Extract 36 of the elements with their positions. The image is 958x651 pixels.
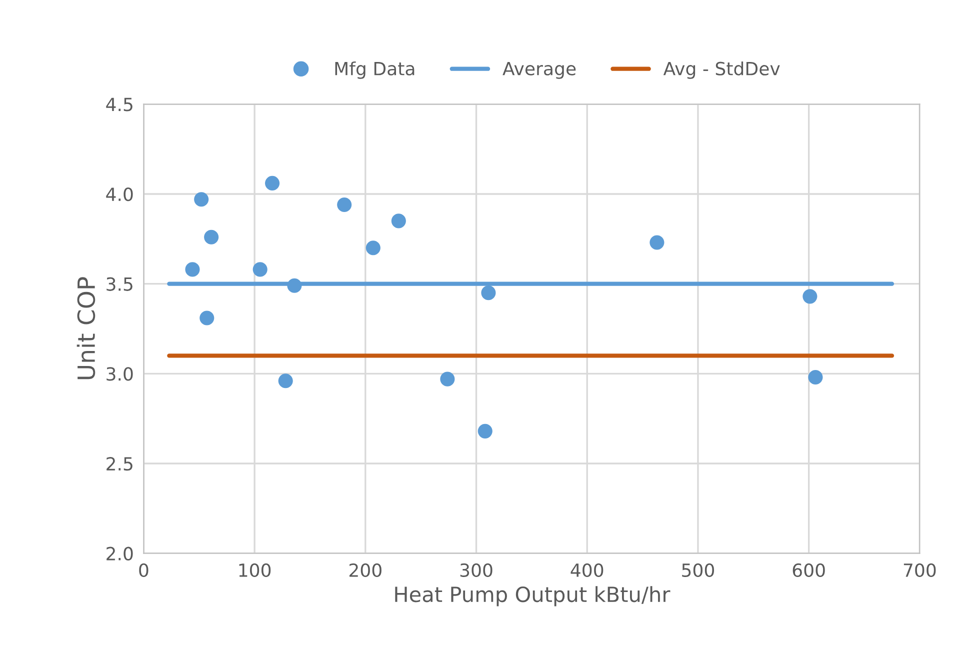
x-tick-label: 0	[139, 563, 148, 578]
point	[478, 424, 492, 438]
x-tick-label: 700	[904, 563, 936, 578]
point	[204, 230, 219, 244]
point	[440, 372, 455, 386]
point	[391, 214, 406, 228]
y-tick-label: 4.0	[106, 187, 133, 202]
x-tick-label: 400	[570, 563, 604, 578]
y-tick-label: 4.5	[106, 98, 132, 112]
point	[366, 240, 380, 256]
point	[252, 262, 268, 277]
x-tick-label: 600	[792, 563, 825, 578]
x-tick-label: 100	[239, 563, 271, 578]
point	[287, 278, 302, 293]
y-tick-label: 2.5	[106, 456, 132, 471]
y-tick-label: 3.5	[106, 277, 132, 291]
point	[802, 289, 818, 304]
legend-label: Average	[502, 62, 576, 79]
y-axis-title: Unit COP	[76, 277, 96, 380]
point	[185, 262, 200, 277]
x-tick-label: 500	[682, 563, 714, 578]
point	[194, 192, 209, 207]
x-tick-label: 200	[350, 563, 382, 578]
y-tick-label: 3.0	[106, 367, 133, 381]
point	[337, 197, 352, 212]
point	[278, 374, 293, 388]
x-axis-title: Heat Pump Output kBtu/hr	[395, 586, 670, 606]
point	[808, 370, 823, 385]
legend-label: Mfg Data	[335, 61, 414, 79]
point	[200, 310, 214, 326]
x-tick-label: 300	[460, 563, 492, 578]
point	[265, 176, 280, 190]
point	[650, 235, 664, 250]
legend-label: Avg - StdDev	[663, 61, 780, 79]
point	[481, 286, 496, 300]
y-tick-label: 2.0	[106, 546, 133, 560]
